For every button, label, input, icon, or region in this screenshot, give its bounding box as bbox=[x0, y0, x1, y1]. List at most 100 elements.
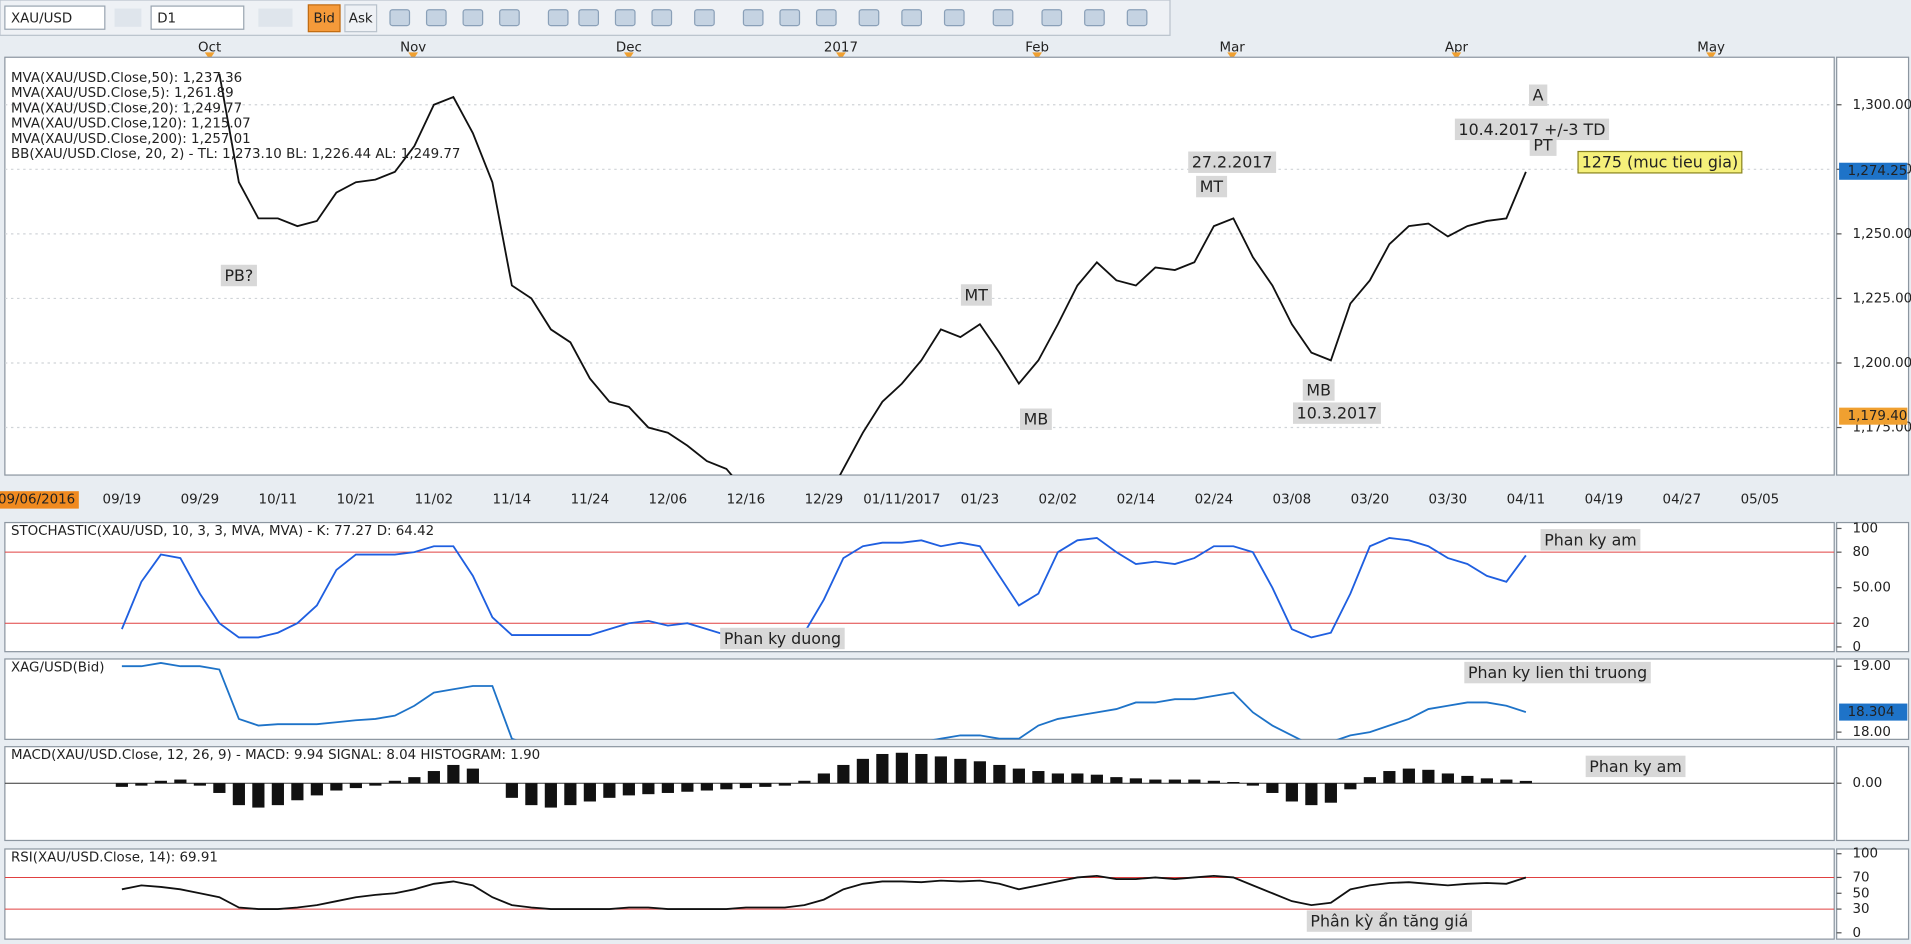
month-marker bbox=[1032, 52, 1043, 60]
legend-entry: MVA(XAU/USD.Close,50): 1,237.36 bbox=[11, 71, 242, 86]
histogram-bar bbox=[232, 783, 245, 806]
tool-icon[interactable] bbox=[901, 9, 922, 27]
x-tick-label: 09/29 bbox=[181, 492, 220, 507]
label-box bbox=[1464, 661, 1651, 684]
ask-label: Ask bbox=[349, 11, 373, 26]
histogram-bar bbox=[330, 783, 343, 791]
histogram-bar bbox=[778, 783, 791, 786]
series-line bbox=[218, 73, 1527, 476]
y-tick-label: 80 bbox=[1853, 545, 1870, 560]
histogram-bar bbox=[876, 753, 889, 784]
histogram-bar bbox=[1168, 779, 1181, 784]
tool-icon[interactable] bbox=[943, 9, 965, 27]
tool-icon[interactable] bbox=[779, 9, 801, 27]
tool-icon[interactable] bbox=[1084, 9, 1105, 27]
annotation: 27.2.2017 bbox=[1192, 153, 1273, 172]
histogram-bar bbox=[349, 783, 362, 789]
tool-icon[interactable] bbox=[815, 9, 837, 27]
tool-icon[interactable] bbox=[651, 9, 673, 27]
histogram-bar bbox=[622, 783, 635, 796]
y-tick-label: 0 bbox=[1853, 640, 1862, 655]
plot bbox=[4, 73, 1835, 476]
y-tick-label: 1,300.00 bbox=[1853, 98, 1911, 113]
tool-icon[interactable] bbox=[462, 9, 484, 27]
x-tick-label: 12/29 bbox=[805, 492, 844, 507]
y-tick-label: 70 bbox=[1853, 870, 1870, 885]
tool-icon[interactable] bbox=[992, 9, 1014, 27]
histogram-bar bbox=[310, 783, 323, 796]
annotation: PT bbox=[1533, 136, 1553, 155]
panel-title: STOCHASTIC(XAU/USD, 10, 3, 3, MVA, MVA) … bbox=[11, 524, 434, 539]
panel-title: RSI(XAU/USD.Close, 14): 69.91 bbox=[11, 851, 218, 866]
histogram-bar bbox=[369, 783, 382, 786]
histogram-bar bbox=[856, 758, 869, 784]
tool-icon[interactable] bbox=[547, 9, 569, 27]
x-tick-label: 10/11 bbox=[259, 492, 298, 507]
histogram-bar bbox=[934, 756, 947, 784]
bid-button[interactable] bbox=[307, 4, 341, 33]
panel-title: XAG/USD(Bid) bbox=[11, 661, 104, 676]
plot bbox=[121, 662, 1527, 740]
histogram-bar bbox=[1032, 771, 1045, 784]
panel bbox=[4, 521, 1835, 653]
tool-icon[interactable] bbox=[1041, 9, 1063, 27]
price-marker bbox=[1839, 407, 1908, 425]
tool-icon[interactable] bbox=[858, 9, 880, 27]
x-tick-label: 02/24 bbox=[1195, 492, 1234, 507]
label-box bbox=[1293, 402, 1381, 424]
tool-icon[interactable] bbox=[614, 9, 636, 27]
month-marker bbox=[624, 52, 634, 60]
histogram-bar bbox=[837, 764, 850, 784]
histogram-bar bbox=[1363, 777, 1376, 784]
histogram-bar bbox=[1110, 777, 1123, 784]
price-marker-label: 1,179.40 bbox=[1848, 409, 1908, 424]
axis-panel bbox=[1836, 848, 1910, 940]
histogram-bar bbox=[1129, 778, 1142, 784]
histogram-bar bbox=[408, 777, 421, 784]
tool-button[interactable] bbox=[258, 8, 293, 27]
annotation: Phan ky duong bbox=[724, 629, 841, 648]
histogram-bar bbox=[1012, 768, 1025, 784]
tool-icon[interactable] bbox=[425, 9, 447, 27]
y-tick-label: 100 bbox=[1853, 521, 1879, 536]
tool-icon[interactable] bbox=[389, 9, 411, 27]
target-label: 1275 (muc tieu gia) bbox=[1582, 153, 1738, 172]
toolbar-icons bbox=[389, 9, 1148, 27]
tool-icon[interactable] bbox=[742, 9, 764, 27]
x-tick-label: 04/19 bbox=[1585, 492, 1624, 507]
histogram-bar bbox=[1071, 773, 1084, 784]
histogram-bar bbox=[1461, 775, 1474, 784]
label-box bbox=[0, 491, 79, 509]
ask-button[interactable] bbox=[344, 4, 378, 33]
tool-icon[interactable] bbox=[1126, 9, 1148, 27]
x-tick-label: 11/24 bbox=[571, 492, 610, 507]
histogram-bar bbox=[135, 783, 148, 786]
annotation: PB? bbox=[224, 266, 253, 285]
plot bbox=[4, 874, 1835, 910]
series-line bbox=[121, 874, 1527, 910]
histogram-bar bbox=[1383, 771, 1396, 784]
histogram-bar bbox=[447, 764, 460, 784]
tool-icon[interactable] bbox=[578, 9, 600, 27]
symbol-select[interactable] bbox=[4, 5, 106, 30]
month-marker bbox=[1227, 52, 1238, 60]
histogram-bar bbox=[1305, 783, 1318, 806]
histogram-bar bbox=[174, 779, 187, 784]
x-tick-label: 01/23 bbox=[961, 492, 1000, 507]
histogram-bar bbox=[583, 783, 596, 802]
timeframe-select[interactable] bbox=[150, 5, 245, 30]
tool-icon[interactable] bbox=[499, 9, 520, 27]
histogram-bar bbox=[895, 752, 908, 784]
histogram-bar bbox=[681, 783, 694, 792]
histogram-bar bbox=[252, 783, 265, 808]
tool-icon[interactable] bbox=[694, 9, 715, 27]
y-tick-label: 0 bbox=[1853, 926, 1862, 941]
y-tick-label: 19.00 bbox=[1853, 659, 1891, 674]
tool-button[interactable] bbox=[114, 8, 142, 27]
histogram-bar bbox=[1422, 769, 1435, 784]
x-tick-label: 05/05 bbox=[1741, 492, 1780, 507]
annotation: Phan ky am bbox=[1544, 530, 1636, 549]
histogram-bar bbox=[1246, 783, 1259, 786]
histogram-bar bbox=[1188, 779, 1201, 784]
